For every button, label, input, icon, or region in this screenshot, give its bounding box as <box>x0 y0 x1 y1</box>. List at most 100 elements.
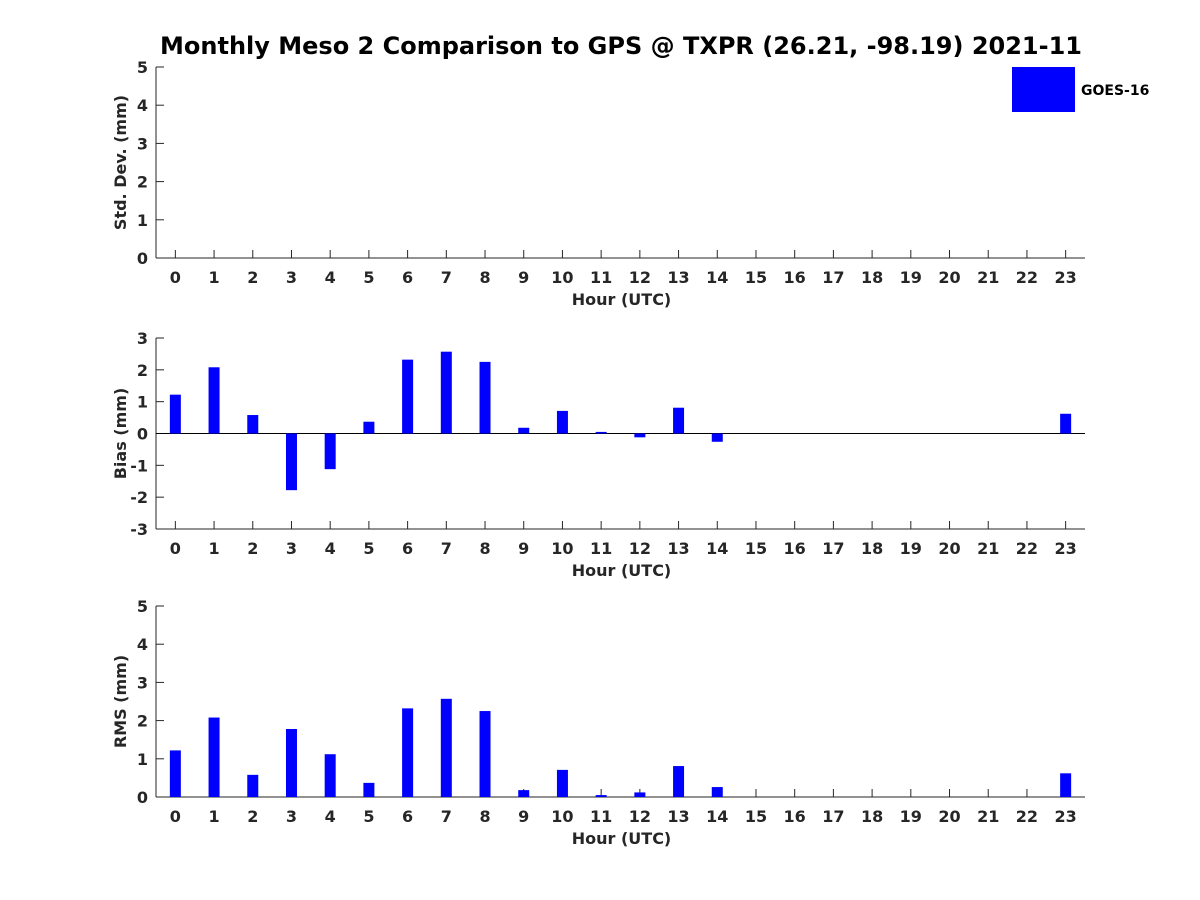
panel-std-y-tick-label: 2 <box>137 173 148 192</box>
panel-std-y-tick-label: 5 <box>137 58 148 77</box>
panel-bias-bar-hour-4 <box>324 433 336 470</box>
panel-std-x-tick-label: 11 <box>590 268 612 287</box>
panel-bias-x-tick-label: 13 <box>667 539 689 558</box>
panel-rms-x-tick-label: 8 <box>479 807 490 826</box>
panel-std-x-tick-label: 13 <box>667 268 689 287</box>
panel-rms-y-tick-label: 5 <box>137 597 148 616</box>
panel-bias-bar-hour-9 <box>518 427 530 434</box>
panel-bias-bar-hour-3 <box>285 433 297 491</box>
panel-rms-bar-hour-3 <box>285 729 297 797</box>
panel-std-x-tick-label: 3 <box>286 268 297 287</box>
panel-bias-bar-hour-7 <box>440 351 452 434</box>
panel-bias-x-tick-label: 2 <box>247 539 258 558</box>
panel-std-x-tick-label: 18 <box>861 268 883 287</box>
legend: GOES-16 <box>1012 67 1149 112</box>
panel-rms-x-tick-label: 7 <box>441 807 452 826</box>
panel-rms-bar-hour-2 <box>247 774 259 797</box>
panel-std-x-tick-label: 9 <box>518 268 529 287</box>
chart-title: Monthly Meso 2 Comparison to GPS @ TXPR … <box>160 32 1082 60</box>
panel-std-x-tick-label: 17 <box>822 268 844 287</box>
panel-rms-x-tick-label: 20 <box>938 807 960 826</box>
panel-rms-bar-hour-9 <box>518 790 530 797</box>
panel-bias-x-tick-label: 17 <box>822 539 844 558</box>
panel-bias-x-tick-label: 23 <box>1055 539 1077 558</box>
panel-bias-y-tick-label: -3 <box>130 520 148 539</box>
panel-std-x-label: Hour (UTC) <box>572 290 672 309</box>
panel-bias-bar-hour-11 <box>595 431 607 434</box>
panel-bias-x-tick-label: 18 <box>861 539 883 558</box>
legend-label-goes-16: GOES-16 <box>1081 83 1149 99</box>
panel-rms-x-tick-label: 10 <box>551 807 573 826</box>
panel-std-x-tick-label: 7 <box>441 268 452 287</box>
panel-rms-bar-hour-12 <box>634 792 646 797</box>
panel-bias-bar-hour-23 <box>1060 413 1072 434</box>
panel-rms-x-label: Hour (UTC) <box>572 829 672 848</box>
panel-rms-x-tick-label: 6 <box>402 807 413 826</box>
panel-rms-x-tick-label: 16 <box>784 807 806 826</box>
panel-bias-bar-hour-14 <box>711 433 723 442</box>
panel-rms-bar-hour-14 <box>711 787 723 797</box>
panel-rms-y-label: RMS (mm) <box>111 655 130 748</box>
panel-rms-x-tick-label: 15 <box>745 807 767 826</box>
panel-std-x-tick-label: 12 <box>629 268 651 287</box>
panel-rms-x-tick-label: 17 <box>822 807 844 826</box>
panel-bias-x-tick-label: 11 <box>590 539 612 558</box>
panel-rms-x-tick-label: 13 <box>667 807 689 826</box>
panel-std-x-tick-label: 23 <box>1055 268 1077 287</box>
panel-rms-bar-hour-13 <box>673 766 685 797</box>
panel-bias-bar-hour-5 <box>363 421 375 434</box>
panel-rms-y-tick-label: 0 <box>137 788 148 807</box>
panel-std-x-tick-label: 5 <box>363 268 374 287</box>
panel-rms-bar-hour-11 <box>595 795 607 797</box>
panel-rms-bar-hour-4 <box>324 754 336 797</box>
panel-rms-bar-hour-5 <box>363 782 375 797</box>
panel-rms-bar-hour-23 <box>1060 773 1072 797</box>
panel-bias-x-tick-label: 1 <box>208 539 219 558</box>
panel-bias-x-tick-label: 19 <box>900 539 922 558</box>
panel-bias-x-tick-label: 9 <box>518 539 529 558</box>
panel-bias-x-tick-label: 15 <box>745 539 767 558</box>
panel-rms-y-tick-label: 1 <box>137 750 148 769</box>
panel-bias-bar-hour-13 <box>673 407 685 434</box>
panel-std-x-tick-label: 6 <box>402 268 413 287</box>
panel-std-x-tick-label: 22 <box>1016 268 1038 287</box>
panel-bias-bar-hour-8 <box>479 361 491 434</box>
panel-rms-x-tick-label: 3 <box>286 807 297 826</box>
panel-bias-bar-hour-6 <box>402 359 414 434</box>
panel-rms-x-tick-label: 14 <box>706 807 728 826</box>
panel-std-y-tick-label: 1 <box>137 211 148 230</box>
panel-bias-y-tick-label: 2 <box>137 361 148 380</box>
panel-bias-x-tick-label: 14 <box>706 539 728 558</box>
panel-rms-x-tick-label: 9 <box>518 807 529 826</box>
panel-rms-x-tick-label: 1 <box>208 807 219 826</box>
panel-rms-x-tick-label: 22 <box>1016 807 1038 826</box>
panel-bias-y-tick-label: 1 <box>137 393 148 412</box>
panel-std-y-tick-label: 3 <box>137 134 148 153</box>
panel-std-x-tick-label: 1 <box>208 268 219 287</box>
panel-bias-y-tick-label: -1 <box>130 456 148 475</box>
panel-std-x-tick-label: 10 <box>551 268 573 287</box>
panel-bias-x-tick-label: 12 <box>629 539 651 558</box>
panel-bias-x-tick-label: 8 <box>479 539 490 558</box>
panel-std-x-tick-label: 19 <box>900 268 922 287</box>
panel-bias-x-tick-label: 7 <box>441 539 452 558</box>
panel-bias-x-tick-label: 5 <box>363 539 374 558</box>
panel-bias-x-tick-label: 16 <box>784 539 806 558</box>
panel-std-x-tick-label: 16 <box>784 268 806 287</box>
panel-rms-y-tick-label: 4 <box>137 635 148 654</box>
panel-rms-bar-hour-10 <box>556 769 568 797</box>
panel-rms-x-tick-label: 23 <box>1055 807 1077 826</box>
panel-std-x-tick-label: 21 <box>977 268 999 287</box>
panel-std-x-tick-label: 15 <box>745 268 767 287</box>
panel-bias-x-tick-label: 4 <box>325 539 336 558</box>
panel-bias-bar-hour-1 <box>208 367 220 434</box>
panel-std-x-tick-label: 0 <box>170 268 181 287</box>
panel-rms-x-tick-label: 0 <box>170 807 181 826</box>
panel-bias-x-tick-label: 22 <box>1016 539 1038 558</box>
panel-std-x-tick-label: 8 <box>479 268 490 287</box>
panel-bias-y-tick-label: -2 <box>130 488 148 507</box>
panel-bias-x-tick-label: 21 <box>977 539 999 558</box>
